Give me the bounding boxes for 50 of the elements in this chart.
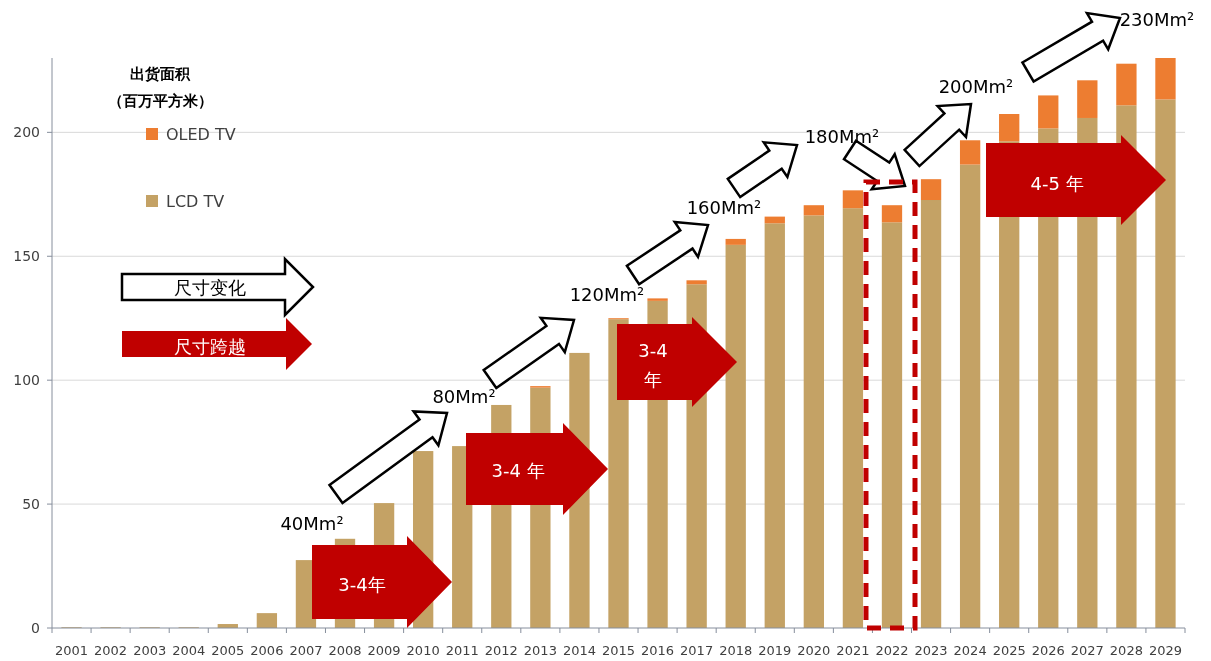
x-tick-label: 2021 (836, 642, 870, 658)
x-tick-label: 2018 (719, 642, 753, 658)
x-tick-label: 2019 (758, 642, 792, 658)
y-tick-label: 200 (13, 124, 40, 141)
x-tick-label: 2013 (523, 642, 557, 658)
legend-label: LCD TV (166, 191, 225, 211)
annotation: 3-4 年 (491, 459, 545, 481)
annotation: 40Mm² (280, 512, 344, 534)
x-tick-label: 2016 (641, 642, 675, 658)
x-tick-label: 2004 (172, 642, 206, 658)
x-tick-label: 2027 (1070, 642, 1104, 658)
x-tick-label: 2005 (211, 642, 245, 658)
y-tick-label: 50 (22, 496, 40, 513)
annotation: 3-4 年 (638, 339, 668, 390)
x-tick-label: 2012 (484, 642, 518, 658)
x-tick-label: 2029 (1148, 642, 1183, 658)
annotation: 180Mm² (804, 125, 880, 147)
x-tick-label: 2017 (680, 642, 714, 658)
x-tick-label: 2007 (289, 642, 323, 658)
legend-title: 出货面积（百万平方米） (107, 65, 213, 110)
annotation: 4-5 年 (1030, 172, 1084, 194)
x-tick-label: 2025 (992, 642, 1026, 658)
x-tick-label: 2014 (562, 642, 596, 658)
x-tick-label: 2020 (797, 642, 831, 658)
x-tick-label: 2024 (953, 642, 987, 658)
y-tick-label: 150 (13, 248, 40, 265)
x-tick-label: 2026 (1031, 642, 1065, 658)
x-tick-label: 2006 (250, 642, 284, 658)
annotation: 80Mm² (432, 385, 496, 407)
x-tick-label: 2003 (133, 642, 167, 658)
x-tick-label: 2010 (406, 642, 440, 658)
legend-label: OLED TV (166, 124, 236, 144)
x-tick-label: 2011 (445, 642, 479, 658)
annotation: 尺寸跨越 (174, 335, 246, 357)
annotation: 3-4年 (338, 573, 386, 595)
x-tick-label: 2028 (1109, 642, 1143, 658)
x-tick-label: 2008 (328, 642, 362, 658)
x-tick-label: 2015 (601, 642, 636, 658)
annotation: 120Mm² (569, 283, 645, 305)
x-tick-label: 2023 (914, 642, 948, 658)
annotation: 尺寸变化 (174, 276, 246, 298)
x-tick-label: 2002 (94, 642, 128, 658)
x-tick-label: 2022 (875, 642, 909, 658)
x-tick-label: 2009 (367, 642, 401, 658)
y-tick-label: 100 (13, 372, 40, 389)
y-tick-label: 0 (31, 620, 40, 636)
x-tick-label: 2001 (54, 642, 89, 658)
annotation: 160Mm² (686, 196, 762, 218)
text: 230Mm² (1119, 8, 1195, 30)
annotation: 200Mm² (938, 75, 1014, 97)
